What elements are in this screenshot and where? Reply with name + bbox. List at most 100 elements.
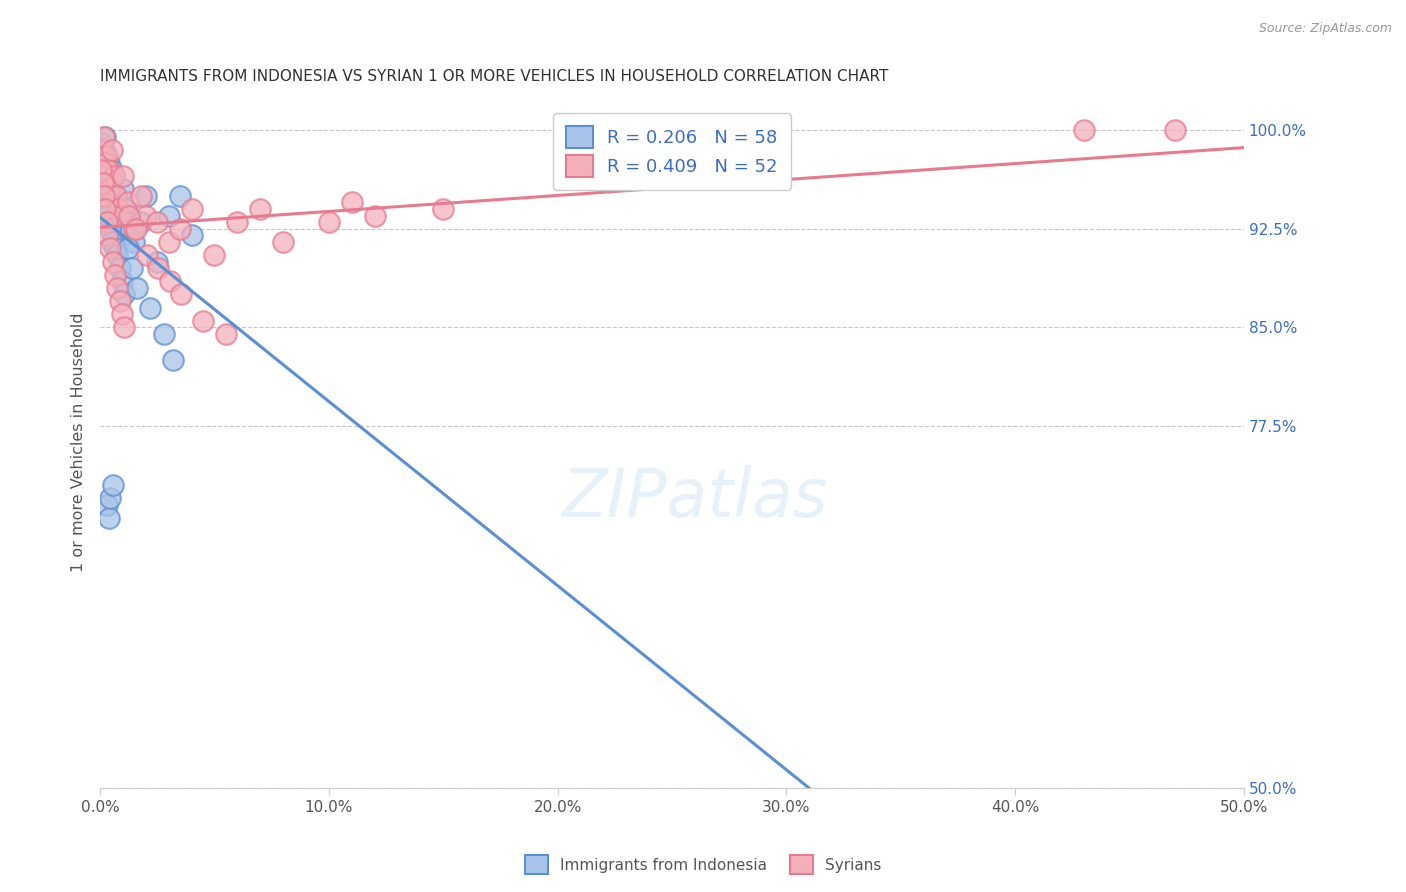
Point bbox=[93, 169, 115, 183]
Point bbox=[180, 202, 202, 216]
Point bbox=[124, 235, 146, 249]
Point bbox=[159, 274, 181, 288]
Point bbox=[94, 156, 117, 170]
Point bbox=[91, 162, 114, 177]
Point bbox=[91, 136, 114, 151]
Point bbox=[432, 202, 454, 216]
Point bbox=[103, 169, 125, 183]
Point bbox=[111, 169, 134, 183]
Point bbox=[111, 182, 134, 196]
Point bbox=[136, 248, 159, 262]
Point bbox=[96, 498, 118, 512]
Point bbox=[191, 314, 214, 328]
Point bbox=[96, 149, 118, 163]
Point bbox=[129, 215, 152, 229]
Point bbox=[91, 156, 114, 170]
Point bbox=[101, 235, 124, 249]
Point bbox=[117, 209, 139, 223]
Point bbox=[91, 143, 114, 157]
Point bbox=[271, 235, 294, 249]
Point bbox=[153, 326, 176, 341]
Point bbox=[93, 189, 115, 203]
Point bbox=[90, 162, 112, 177]
Point bbox=[118, 209, 141, 223]
Point bbox=[108, 261, 131, 276]
Point bbox=[112, 287, 135, 301]
Point bbox=[215, 326, 238, 341]
Point bbox=[112, 320, 135, 334]
Point bbox=[1164, 123, 1187, 137]
Point bbox=[98, 156, 121, 170]
Point bbox=[107, 202, 129, 216]
Point bbox=[110, 215, 132, 229]
Point bbox=[249, 202, 271, 216]
Point bbox=[118, 221, 141, 235]
Point bbox=[97, 189, 120, 203]
Text: Source: ZipAtlas.com: Source: ZipAtlas.com bbox=[1258, 22, 1392, 36]
Point bbox=[96, 169, 118, 183]
Point bbox=[146, 254, 169, 268]
Point bbox=[91, 176, 114, 190]
Point bbox=[139, 301, 162, 315]
Point bbox=[226, 215, 249, 229]
Point bbox=[97, 162, 120, 177]
Point bbox=[117, 242, 139, 256]
Point bbox=[94, 162, 117, 177]
Point bbox=[107, 202, 129, 216]
Point bbox=[340, 195, 363, 210]
Point bbox=[363, 209, 385, 223]
Point bbox=[105, 189, 128, 203]
Point bbox=[104, 242, 127, 256]
Point bbox=[204, 248, 226, 262]
Point bbox=[169, 221, 191, 235]
Point bbox=[1073, 123, 1095, 137]
Point bbox=[94, 182, 117, 196]
Point bbox=[157, 209, 180, 223]
Point bbox=[93, 176, 115, 190]
Point bbox=[135, 189, 157, 203]
Text: ZIPatlas: ZIPatlas bbox=[561, 465, 828, 531]
Point bbox=[105, 281, 128, 295]
Point bbox=[98, 511, 121, 525]
Point bbox=[170, 287, 193, 301]
Point bbox=[97, 209, 120, 223]
Point bbox=[96, 209, 118, 223]
Y-axis label: 1 or more Vehicles in Household: 1 or more Vehicles in Household bbox=[72, 313, 86, 573]
Point bbox=[124, 221, 146, 235]
Point bbox=[98, 242, 121, 256]
Point bbox=[90, 176, 112, 190]
Point bbox=[103, 221, 125, 235]
Point bbox=[111, 274, 134, 288]
Point bbox=[129, 189, 152, 203]
Point bbox=[93, 143, 115, 157]
Point bbox=[146, 215, 169, 229]
Point bbox=[96, 215, 118, 229]
Legend: R = 0.206   N = 58, R = 0.409   N = 52: R = 0.206 N = 58, R = 0.409 N = 52 bbox=[554, 113, 790, 190]
Point bbox=[105, 189, 128, 203]
Point bbox=[94, 182, 117, 196]
Point bbox=[94, 202, 117, 216]
Point bbox=[157, 235, 180, 249]
Point bbox=[93, 129, 115, 144]
Point bbox=[100, 491, 122, 506]
Point bbox=[117, 195, 139, 210]
Point bbox=[103, 169, 125, 183]
Point bbox=[96, 228, 118, 243]
Point bbox=[114, 202, 136, 216]
Legend: Immigrants from Indonesia, Syrians: Immigrants from Indonesia, Syrians bbox=[519, 849, 887, 880]
Point bbox=[162, 353, 184, 368]
Point bbox=[100, 162, 122, 177]
Point bbox=[91, 156, 114, 170]
Point bbox=[93, 169, 115, 183]
Point bbox=[104, 268, 127, 282]
Point bbox=[108, 294, 131, 309]
Point bbox=[93, 129, 115, 144]
Point bbox=[111, 228, 134, 243]
Point bbox=[101, 478, 124, 492]
Point bbox=[169, 189, 191, 203]
Point bbox=[100, 143, 122, 157]
Point bbox=[98, 221, 121, 235]
Point bbox=[124, 221, 146, 235]
Point bbox=[148, 261, 170, 276]
Point bbox=[100, 215, 122, 229]
